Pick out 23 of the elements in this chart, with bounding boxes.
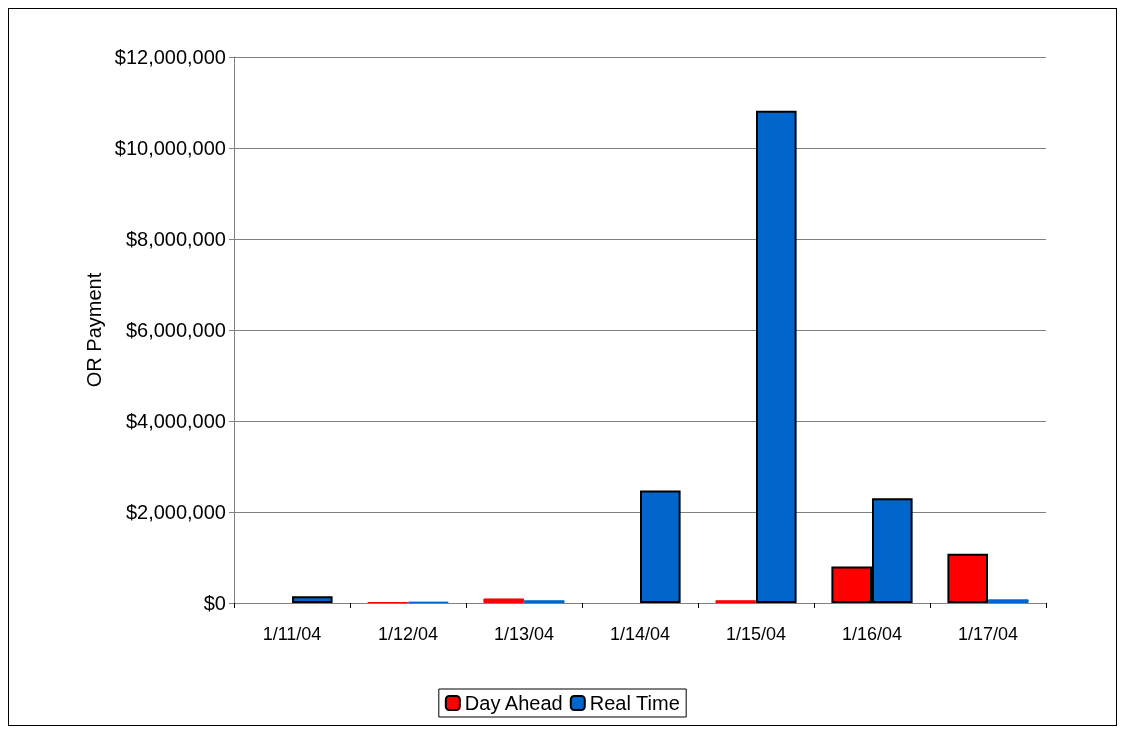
bar <box>292 596 333 603</box>
bar <box>483 598 524 603</box>
bar <box>988 599 1029 603</box>
y-tick-label: $4,000,000 <box>125 410 226 432</box>
y-tick-label: $8,000,000 <box>125 228 226 250</box>
x-tick-label: 1/16/04 <box>841 624 903 644</box>
x-tick-label: 1/17/04 <box>957 624 1019 644</box>
bar <box>756 110 797 603</box>
y-tick-label: $12,000,000 <box>114 46 226 68</box>
x-tick-label: 1/12/04 <box>377 624 439 644</box>
bar <box>640 490 681 603</box>
x-tick-label: 1/15/04 <box>725 624 787 644</box>
bar <box>947 553 988 603</box>
legend-label: Day Ahead <box>464 692 563 714</box>
y-tick-label: $0 <box>203 592 226 614</box>
y-tick-label: $6,000,000 <box>125 319 226 341</box>
x-tick-label: 1/13/04 <box>493 624 555 644</box>
y-axis-title: OR Payment <box>82 272 105 388</box>
y-tick-label: $10,000,000 <box>114 137 226 159</box>
legend-label: Real Time <box>589 692 680 714</box>
x-tick-label: 1/11/04 <box>262 624 322 644</box>
y-tick-label: $2,000,000 <box>125 501 226 523</box>
x-tick-label: 1/14/04 <box>609 624 671 644</box>
